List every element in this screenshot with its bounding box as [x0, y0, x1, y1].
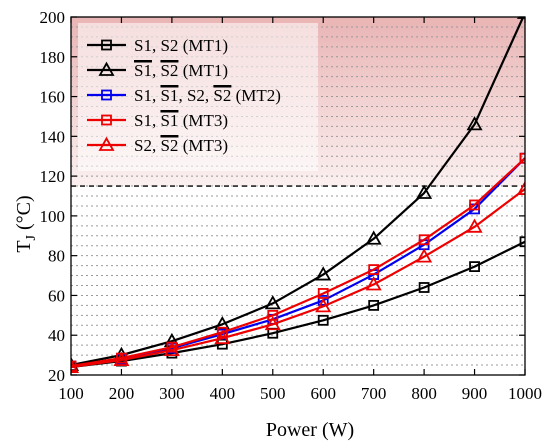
data-point — [516, 17, 525, 19]
data-point — [418, 234, 430, 246]
data-point — [516, 180, 525, 195]
legend-marker — [98, 136, 115, 151]
y-tick-label: 180 — [40, 48, 66, 67]
series-line — [71, 240, 525, 369]
data-point — [317, 295, 329, 306]
data-point — [416, 184, 433, 199]
y-tick-label: 200 — [40, 8, 66, 27]
y-axis-label-main: T — [13, 240, 35, 252]
legend-label: S1, S1 (MT3) — [134, 111, 228, 130]
series-5 — [71, 180, 525, 373]
legend-item-4: S1, S1 (MT3) — [87, 111, 228, 130]
legend-marker — [98, 61, 115, 76]
x-tick-label: 900 — [462, 384, 488, 403]
data-point — [264, 295, 281, 310]
data-point — [163, 341, 180, 357]
x-tick-label: 800 — [411, 384, 437, 403]
data-point — [416, 248, 433, 263]
y-axis-label-unit: (°C) — [13, 195, 35, 235]
data-point — [418, 282, 430, 293]
x-tick-label: 700 — [361, 384, 387, 403]
data-point — [466, 218, 483, 233]
y-tick-label: 40 — [48, 326, 65, 345]
data-point — [469, 199, 480, 211]
data-point — [315, 298, 332, 313]
y-tick-label: 160 — [40, 88, 66, 107]
legend-item-5: S2, S2 (MT3) — [87, 136, 228, 155]
y-tick-label: 100 — [40, 207, 66, 226]
data-point — [71, 356, 80, 371]
data-point — [317, 288, 329, 299]
y-tick-label: 20 — [48, 366, 65, 385]
series-line — [71, 17, 525, 367]
x-tick-label: 600 — [310, 384, 336, 403]
data-point — [469, 261, 480, 273]
y-tick-label: 120 — [40, 167, 66, 186]
legend-item-1: S1, S2 (MT1) — [87, 36, 228, 55]
legend-item-2: S1, S2 (MT1) — [87, 61, 228, 80]
legend-label: S1, S2 (MT1) — [134, 36, 228, 55]
legend-marker — [101, 114, 112, 126]
data-point — [317, 314, 329, 326]
legend-label: S2, S2 (MT3) — [134, 136, 228, 155]
x-tick-label: 200 — [109, 384, 135, 403]
data-point — [365, 276, 382, 291]
y-tick-label: 80 — [48, 247, 65, 266]
x-tick-labels: 100 200 300 400 500 600 700 800 900 1000 — [58, 384, 542, 403]
series-line — [71, 157, 525, 368]
legend-marker — [101, 39, 112, 51]
data-point — [264, 315, 281, 331]
y-axis-label: TJ (°C) — [13, 195, 39, 252]
data-point — [214, 329, 231, 345]
data-point — [216, 326, 228, 338]
legend-box — [78, 23, 318, 171]
legend-label: S1, S1, S2, S2 (MT2) — [134, 86, 281, 105]
y-tick-label: 140 — [40, 127, 66, 146]
legend-marker — [101, 89, 112, 101]
legend-item-3: S1, S1, S2, S2 (MT2) — [87, 86, 281, 105]
data-point — [113, 351, 130, 366]
x-tick-label: 500 — [260, 384, 286, 403]
series-group — [71, 17, 525, 373]
series-line — [71, 188, 525, 369]
data-point — [315, 266, 332, 281]
data-point — [466, 116, 483, 131]
data-point — [519, 236, 525, 248]
x-tick-label: 400 — [210, 384, 236, 403]
legend: S1, S2 (MT1) S1, S2 (MT1) S1, S1, S2, S2 (… — [78, 23, 318, 171]
data-point — [267, 309, 279, 321]
y-tick-labels: 20 40 60 80 100 120 140 160 180 200 — [40, 8, 66, 385]
data-point — [368, 264, 380, 275]
plot-frame — [70, 16, 526, 376]
data-point — [71, 358, 80, 373]
x-tick-label: 300 — [159, 384, 185, 403]
data-point — [368, 299, 380, 311]
x-axis-label: Power (W) — [266, 419, 354, 441]
y-tick-label: 60 — [48, 286, 65, 305]
legend-label: S1, S2 (MT1) — [134, 61, 228, 80]
data-point — [216, 338, 228, 350]
tick-marks — [70, 16, 526, 376]
data-point — [365, 230, 382, 245]
y-axis-label-subscript: J — [24, 234, 39, 240]
x-tick-label: 100 — [58, 384, 84, 403]
x-tick-label: 1000 — [508, 384, 542, 403]
data-point — [519, 152, 525, 164]
